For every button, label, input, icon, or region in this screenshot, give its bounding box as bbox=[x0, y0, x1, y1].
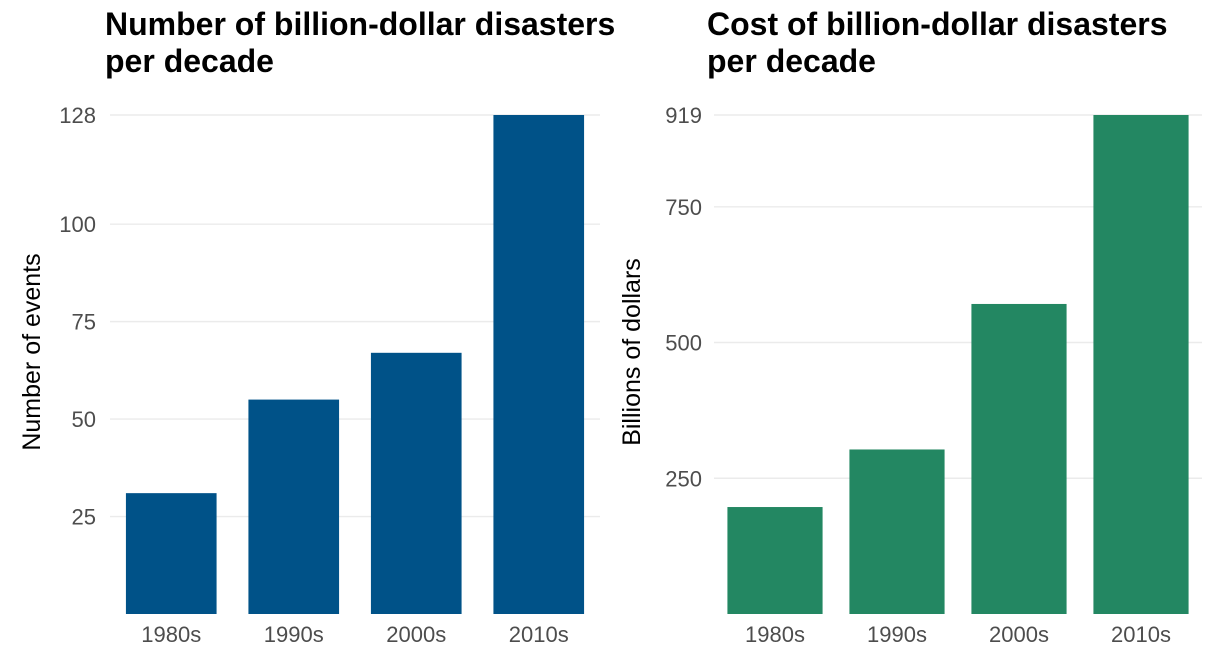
events-y-tick-label: 50 bbox=[72, 407, 96, 432]
cost-y-tick-label: 250 bbox=[665, 466, 702, 491]
events-y-tick-label: 75 bbox=[72, 310, 96, 335]
cost-x-tick-label: 1990s bbox=[867, 622, 927, 647]
events-bar-1980s bbox=[125, 493, 217, 614]
events-y-axis-label: Number of events bbox=[18, 253, 46, 450]
events-x-tick-label: 2000s bbox=[386, 622, 446, 647]
events-y-tick-label: 100 bbox=[59, 212, 96, 237]
events-bar-2010s bbox=[493, 115, 585, 614]
cost-y-axis-label: Billions of dollars bbox=[618, 258, 646, 446]
cost-x-tick-label: 2000s bbox=[989, 622, 1049, 647]
events-y-tick-label: 128 bbox=[59, 103, 96, 128]
cost-chart-panel: Cost of billion-dollar disasters per dec… bbox=[607, 0, 1214, 648]
events-chart-title-line-1: Number of billion-dollar disasters bbox=[105, 6, 616, 42]
cost-chart-title-line-1: Cost of billion-dollar disasters bbox=[707, 6, 1168, 42]
events-chart-title-line-2: per decade bbox=[105, 43, 274, 79]
events-chart-plot: 25 50 75 100 128 1980s 1990s 2000s 2010s Number o… bbox=[18, 103, 600, 647]
events-x-tick-label: 1990s bbox=[264, 622, 324, 647]
cost-chart-title-line-2: per decade bbox=[707, 43, 876, 79]
cost-bar-1980s bbox=[727, 507, 823, 614]
events-chart-panel: Number of billion-dollar disasters per d… bbox=[18, 6, 615, 647]
cost-y-tick-label: 919 bbox=[665, 103, 702, 128]
cost-bar-1990s bbox=[849, 449, 945, 614]
events-y-tick-label: 25 bbox=[72, 505, 96, 530]
events-x-tick-label: 2010s bbox=[509, 622, 569, 647]
events-chart-title: Number of billion-dollar disasters per d… bbox=[105, 6, 615, 80]
cost-bar-2010s bbox=[1093, 115, 1189, 614]
cost-bar-2000s bbox=[971, 303, 1067, 614]
cost-chart-plot: 250 500 750 919 1980s 1990s 2000s 2010s Billions… bbox=[618, 103, 1202, 647]
cost-x-tick-label: 2010s bbox=[1111, 622, 1171, 647]
cost-x-tick-label: 1980s bbox=[745, 622, 805, 647]
events-bar-2000s bbox=[370, 352, 462, 614]
cost-y-tick-label: 750 bbox=[665, 195, 702, 220]
cost-chart-title: Cost of billion-dollar disasters per dec… bbox=[707, 6, 1168, 80]
events-bar-1990s bbox=[248, 399, 340, 614]
cost-y-tick-label: 500 bbox=[665, 331, 702, 356]
events-x-tick-label: 1980s bbox=[141, 622, 201, 647]
